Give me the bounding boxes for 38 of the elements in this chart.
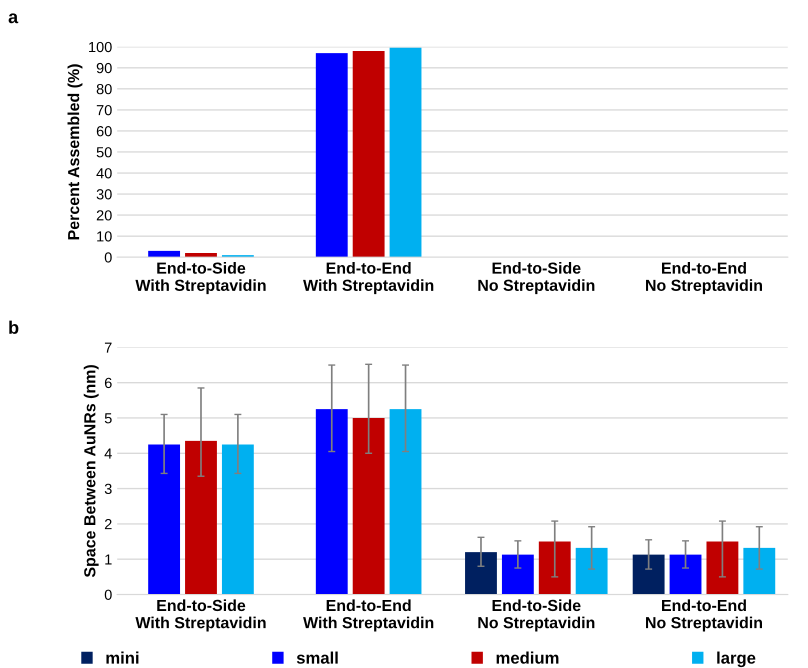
y-tick-label: 7 bbox=[104, 342, 112, 353]
y-tick-label: 30 bbox=[96, 189, 112, 200]
y-tick-label: 60 bbox=[96, 126, 112, 136]
y-tick-label: 6 bbox=[104, 378, 112, 388]
y-tick-label: 0 bbox=[104, 252, 112, 263]
y-tick-label: 0 bbox=[104, 590, 112, 600]
y-tick-label: 40 bbox=[96, 168, 112, 178]
x-tick-label: End-to-End No Streptavidin bbox=[646, 599, 762, 632]
x-tick-label: End-to-End With Streptavidin bbox=[303, 599, 434, 632]
y-axis-title: Space Between AuNRs (nm) bbox=[84, 365, 99, 578]
y-tick-label: 10 bbox=[97, 231, 112, 242]
x-tick-label: End-to-Side No Streptavidin bbox=[478, 599, 594, 632]
x-tick-label: End-to-End With Streptavidin bbox=[303, 262, 434, 294]
legend-label: medium bbox=[496, 652, 558, 664]
y-tick-label: 70 bbox=[96, 104, 112, 116]
y-tick-label: 20 bbox=[96, 210, 112, 221]
text: a bbox=[8, 13, 18, 24]
bar bbox=[352, 50, 385, 258]
text: b bbox=[9, 320, 18, 334]
y-tick-label: 4 bbox=[104, 448, 112, 459]
y-tick-label: 100 bbox=[89, 42, 112, 52]
y-axis-title: Percent Assembled (%) bbox=[68, 64, 82, 240]
y-tick-label: 90 bbox=[96, 62, 112, 74]
legend-label: mini bbox=[106, 652, 138, 664]
y-tick-label: 80 bbox=[96, 84, 112, 94]
y-tick-label: 5 bbox=[104, 413, 112, 424]
x-tick-label: End-to-Side With Streptavidin bbox=[135, 599, 266, 632]
y-tick-label: 1 bbox=[105, 554, 112, 564]
y-tick-label: 2 bbox=[104, 519, 112, 530]
bar bbox=[316, 53, 348, 258]
x-tick-label: End-to-Side With Streptavidin bbox=[135, 262, 266, 294]
bar bbox=[390, 48, 422, 258]
y-tick-label: 3 bbox=[104, 484, 112, 494]
legend-label: small bbox=[296, 652, 338, 664]
legend-label: large bbox=[717, 652, 756, 668]
y-tick-label: 50 bbox=[96, 147, 112, 158]
x-tick-label: End-to-Side No Streptavidin bbox=[478, 262, 594, 294]
x-tick-label: End-to-End No Streptavidin bbox=[646, 262, 762, 294]
